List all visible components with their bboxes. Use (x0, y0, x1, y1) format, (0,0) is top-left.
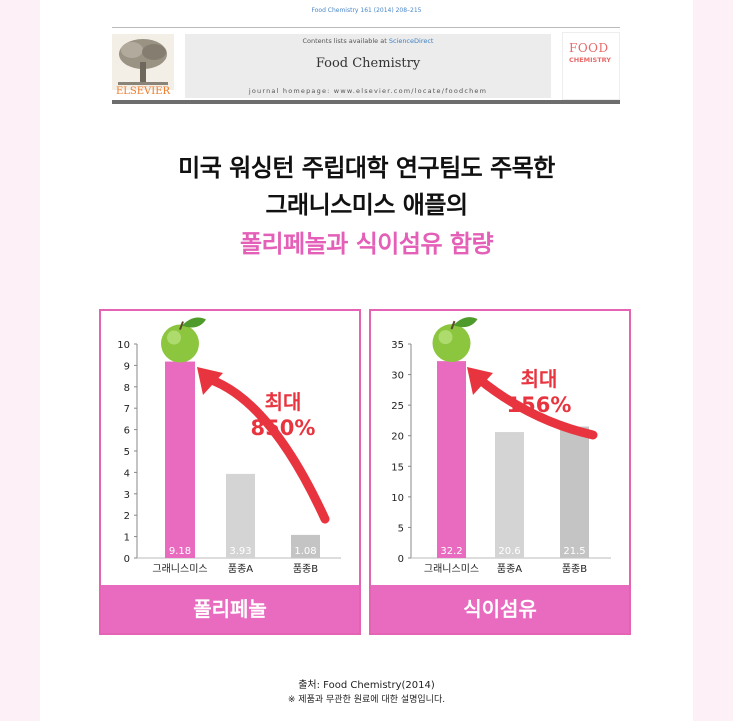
category-label: 그래니스미스 (152, 563, 207, 575)
y-tick-label: 10 (117, 340, 130, 351)
y-tick-label: 5 (124, 447, 130, 458)
y-tick-label: 6 (124, 426, 130, 437)
y-tick-label: 4 (124, 468, 130, 479)
sciencedirect-link[interactable]: ScienceDirect (388, 37, 434, 45)
page: Food Chemistry 161 (2014) 208–215 ELSEVI… (40, 0, 693, 721)
increase-arrow (474, 374, 598, 440)
category-label: 품종A (497, 563, 522, 575)
green-apple-icon (432, 317, 478, 363)
green-apple-icon (161, 317, 206, 363)
y-tick-label: 7 (124, 404, 130, 415)
bar-1 (165, 361, 195, 558)
journal-header: ELSEVIER Contents lists available at Sci… (112, 27, 620, 104)
bar-1 (437, 361, 466, 558)
y-tick-label: 3 (124, 490, 130, 501)
annotation-line-1: 최대 (265, 390, 302, 414)
annotation-line-1: 최대 (521, 367, 558, 391)
increase-arrow-head (467, 367, 493, 395)
y-tick-label: 9 (124, 361, 130, 372)
y-tick-label: 5 (398, 523, 404, 534)
fiber-chart-panel: 0 5 10 15 20 25 30 35 32.2 그래니스미스 20.6 품종A 21.5 품종B 최대… (369, 309, 631, 635)
elsevier-tree-icon (112, 34, 174, 90)
polyphenol-panel-label: 폴리페놀 (101, 585, 359, 633)
annotation-line-2: 156% (507, 393, 572, 417)
contents-prefix: Contents lists available at (302, 37, 389, 45)
journal-name: Food Chemistry (315, 56, 421, 71)
y-tick-label: 35 (391, 340, 404, 351)
category-label: 품종B (562, 563, 587, 575)
bar-3 (291, 534, 320, 558)
fiber-bar-chart: 0 5 10 15 20 25 30 35 32.2 그래니스미스 20.6 품종A 21.5 품종B 최대… (391, 317, 611, 575)
journal-homepage[interactable]: journal homepage: www.elsevier.com/locat… (248, 87, 488, 95)
bar-value-label: 21.5 (563, 546, 585, 557)
elsevier-logo: ELSEVIER (112, 34, 174, 100)
y-tick-label: 2 (124, 511, 130, 522)
journal-title-box: Contents lists available at ScienceDirec… (185, 34, 551, 98)
citation[interactable]: Food Chemistry 161 (2014) 208–215 (311, 7, 422, 14)
fiber-panel-label: 식이섬유 (371, 585, 629, 633)
disclaimer-note: ※ 제품과 무관한 원료에 대한 설명입니다. (287, 695, 446, 705)
bar-2 (495, 432, 524, 558)
headline-line-1: 미국 워싱턴 주립대학 연구팀도 주목한 (178, 154, 555, 182)
bar-value-label: 9.18 (169, 546, 191, 557)
polyphenol-chart-panel: 0 1 2 3 4 5 6 7 8 9 10 9.18 그래니스미스 3.93 품종A 1.08 품종B 최대 85… (99, 309, 361, 635)
category-label: 그래니스미스 (424, 563, 479, 575)
bar-value-label: 3.93 (229, 546, 251, 557)
source-text: 출처: Food Chemistry(2014) (298, 680, 435, 691)
y-tick-label: 1 (124, 533, 130, 544)
headline-line-3: 폴리페놀과 식이섬유 함량 (239, 230, 494, 258)
category-label: 품종B (293, 563, 318, 575)
y-tick-label: 0 (124, 554, 130, 565)
y-tick-label: 0 (398, 554, 404, 565)
bar-value-label: 32.2 (440, 546, 462, 557)
contents-line: Contents lists available at ScienceDirec… (185, 37, 551, 45)
increase-arrow-head (197, 367, 223, 395)
category-label: 품종A (228, 563, 253, 575)
bar-3 (560, 426, 589, 558)
headline-line-2: 그래니스미스 애플의 (265, 191, 468, 219)
increase-arrow (204, 374, 330, 524)
y-tick-label: 25 (391, 401, 404, 412)
y-tick-label: 8 (124, 383, 130, 394)
annotation-line-2: 850% (251, 416, 316, 440)
cover-title-food: FOOD (569, 41, 609, 55)
journal-cover: FOOD CHEMISTRY (562, 32, 620, 100)
y-tick-label: 15 (391, 462, 404, 473)
elsevier-wordmark: ELSEVIER (115, 86, 171, 97)
y-tick-label: 20 (391, 432, 404, 443)
polyphenol-bar-chart: 0 1 2 3 4 5 6 7 8 9 10 9.18 그래니스미스 3.93 품종A 1.08 품종B 최대85… (117, 317, 341, 575)
y-tick-label: 10 (391, 493, 404, 504)
bar-value-label: 20.6 (498, 546, 520, 557)
cover-title-chemistry: CHEMISTRY (569, 56, 612, 64)
y-tick-label: 30 (391, 371, 404, 382)
bar-value-label: 1.08 (294, 546, 316, 557)
bar-2 (226, 473, 255, 558)
